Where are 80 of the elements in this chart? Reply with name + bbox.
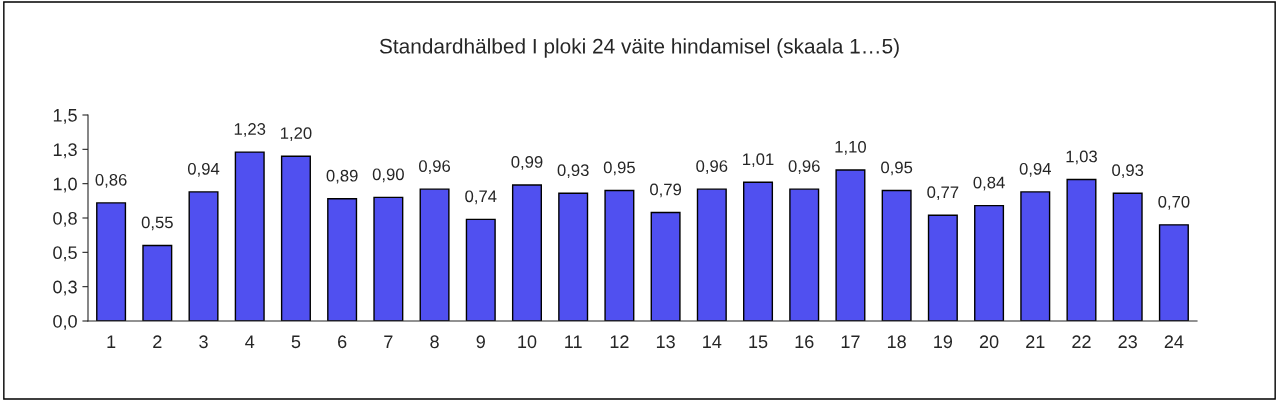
x-tick-label: 9: [476, 335, 485, 349]
data-label: 0,95: [881, 161, 913, 176]
x-tick-label: 5: [291, 335, 301, 349]
y-tick-label: 1,0: [53, 177, 77, 193]
data-label: 0,55: [141, 216, 173, 231]
x-tick-label: 23: [1118, 335, 1137, 349]
bar: [1158, 224, 1189, 321]
x-tick-label: 7: [384, 335, 393, 348]
bar: [142, 244, 173, 321]
bar: [650, 211, 681, 321]
x-tick-label: 13: [656, 335, 675, 349]
data-label: 0,95: [603, 161, 635, 176]
x-tick-label: 1: [107, 335, 116, 348]
bar: [604, 189, 635, 321]
data-label: 0,93: [1112, 164, 1144, 179]
data-label: 1,20: [280, 127, 312, 141]
x-tick-label: 6: [338, 335, 347, 349]
data-label: 0,86: [95, 173, 127, 188]
data-label: 0,84: [973, 176, 1005, 191]
data-label: 0,93: [557, 164, 589, 179]
x-tick-label: 20: [979, 335, 999, 349]
y-tick-label: 0,5: [53, 246, 77, 262]
bar: [511, 184, 542, 321]
data-label: 0,96: [696, 160, 728, 174]
x-tick-label: 18: [887, 335, 906, 349]
data-label: 0,96: [788, 160, 820, 174]
x-tick-label: 22: [1072, 335, 1091, 348]
data-label: 0,94: [1019, 162, 1051, 177]
data-label: 1,10: [835, 140, 867, 155]
bar: [465, 218, 496, 321]
data-label: 0,94: [187, 162, 220, 177]
bar: [558, 192, 589, 321]
y-tick-label: 0,0: [53, 314, 77, 330]
x-tick-label: 2: [153, 335, 162, 348]
bar: [327, 198, 358, 321]
x-tick-label: 3: [199, 335, 208, 349]
data-label: 0,77: [927, 186, 959, 201]
bar: [743, 181, 774, 321]
bar: [280, 155, 311, 321]
bar: [974, 204, 1005, 321]
y-tick-label: 1,5: [53, 109, 77, 124]
bar: [696, 188, 727, 321]
x-tick-label: 11: [565, 335, 582, 348]
bar: [927, 214, 958, 321]
bar: [373, 196, 404, 321]
data-label: 0,79: [650, 183, 682, 198]
x-tick-label: 24: [1164, 335, 1184, 348]
bar: [881, 189, 912, 321]
x-tick-label: 21: [1026, 335, 1045, 348]
chart-title: Standardhälbed I ploki 24 väite hindamisel (skaala 1…5): [379, 38, 899, 58]
bar: [1020, 191, 1051, 321]
data-label: 1,03: [1066, 150, 1097, 165]
y-tick-label: 0,3: [53, 280, 77, 296]
x-tick-label: 14: [703, 335, 722, 348]
x-tick-label: 16: [795, 335, 814, 349]
x-tick-label: 10: [518, 335, 537, 349]
x-tick-label: 4: [245, 335, 255, 348]
bar: [1066, 178, 1097, 321]
x-tick-label: 19: [934, 335, 953, 349]
bar: [835, 169, 866, 321]
x-tick-label: 17: [841, 335, 860, 348]
bar: [234, 151, 265, 321]
bar: [789, 188, 820, 321]
y-tick-label: 0,8: [53, 211, 77, 227]
data-label: 0,70: [1158, 195, 1190, 210]
data-label: 0,74: [465, 190, 497, 205]
x-tick-label: 15: [749, 335, 768, 349]
data-label: 0,89: [326, 169, 358, 184]
x-tick-label: 12: [610, 335, 629, 348]
bar: [188, 191, 219, 321]
data-label: 1,01: [743, 153, 774, 168]
bar: [96, 202, 127, 321]
bar: [1112, 192, 1143, 321]
x-tick-label: 8: [430, 335, 439, 349]
data-label: 1,23: [234, 123, 266, 137]
data-label: 0,99: [511, 156, 543, 170]
data-label: 0,90: [372, 168, 404, 183]
bar: [419, 188, 450, 321]
data-label: 0,96: [419, 160, 451, 174]
y-tick-label: 1,3: [53, 143, 77, 159]
